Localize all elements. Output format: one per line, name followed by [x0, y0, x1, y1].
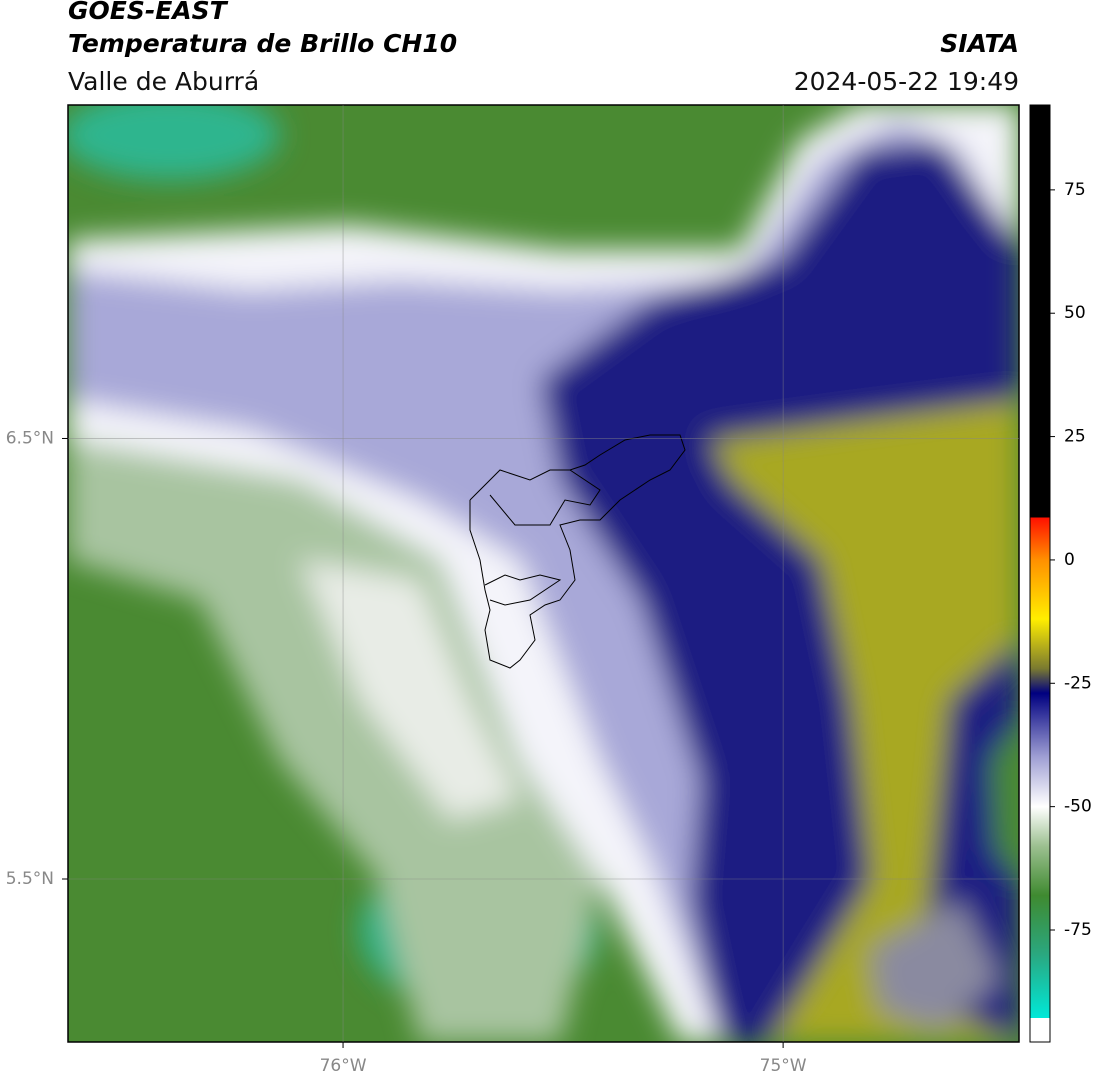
map-frame [67, 104, 1020, 1043]
datetime: 2024-05-22 19:49 [794, 67, 1019, 96]
satellite-image [68, 105, 1019, 1042]
region: Valle de Aburrá [68, 67, 259, 96]
colorbar-tick-label: 25 [1064, 427, 1086, 447]
colorbar-tick-label: 50 [1064, 303, 1086, 323]
colorbar [1029, 104, 1051, 1043]
x-tick-label: 75°W [760, 1056, 807, 1076]
colorbar-tick-label: 0 [1064, 550, 1075, 570]
colorbar-tick-label: -50 [1064, 797, 1092, 817]
source: SIATA [940, 29, 1019, 58]
y-tick-label: 5.5°N [6, 869, 54, 889]
colorbar-tick-label: -25 [1064, 673, 1092, 693]
colorbar-tick-label: 75 [1064, 180, 1086, 200]
subtitle: Temperatura de Brillo CH10 [68, 29, 457, 58]
colorbar-tick-label: -75 [1064, 920, 1092, 940]
x-tick-label: 76°W [320, 1056, 367, 1076]
title: GOES-EAST [68, 0, 229, 25]
y-tick-label: 6.5°N [6, 428, 54, 448]
